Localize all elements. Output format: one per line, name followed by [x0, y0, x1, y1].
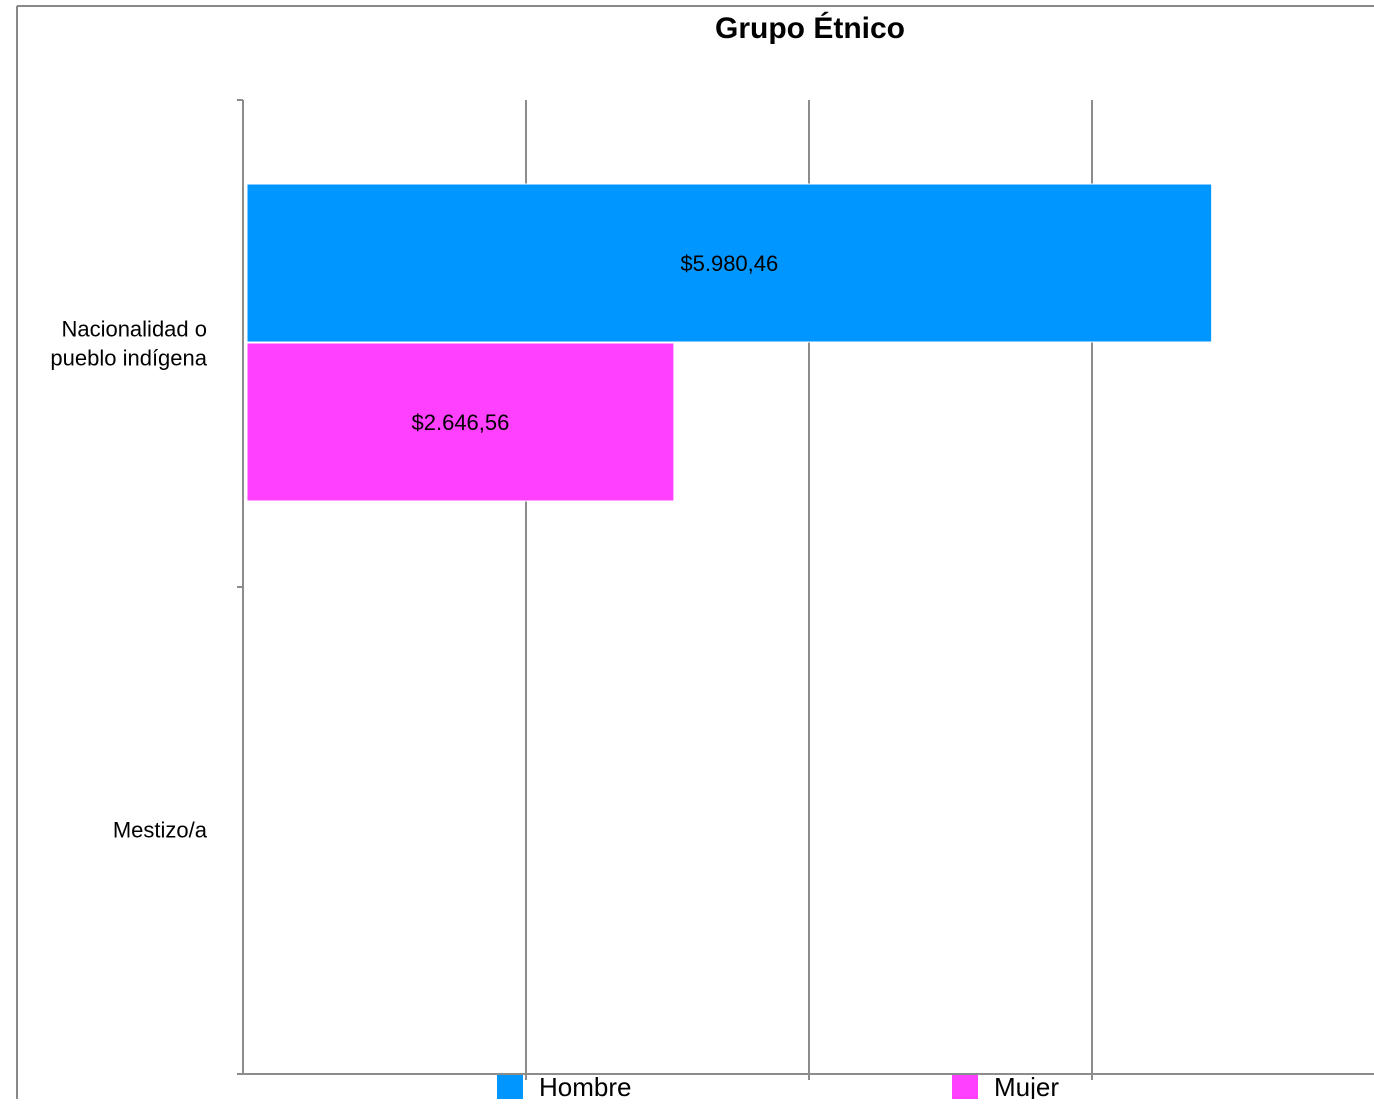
legend-swatch	[952, 1075, 978, 1099]
legend-label: Hombre	[539, 1072, 631, 1099]
legend-swatch	[497, 1075, 523, 1099]
category-label: Mestizo/a	[113, 818, 208, 843]
category-label: Nacionalidad o pueblo indígena	[50, 317, 207, 371]
data-label: $5.980,46	[680, 251, 778, 276]
labels-layer: $5.980,46 $2.646,56 Nacionalidad o pueblo i…	[50, 251, 778, 843]
legend-label: Mujer	[994, 1072, 1059, 1099]
bars-layer	[246, 183, 1213, 502]
legend: Hombre Mujer	[497, 1072, 1059, 1102]
data-label: $2.646,56	[412, 410, 510, 435]
chart-title: Grupo Étnico	[715, 11, 905, 45]
bar-hombre	[246, 183, 1213, 343]
bar-mujer	[246, 342, 675, 502]
